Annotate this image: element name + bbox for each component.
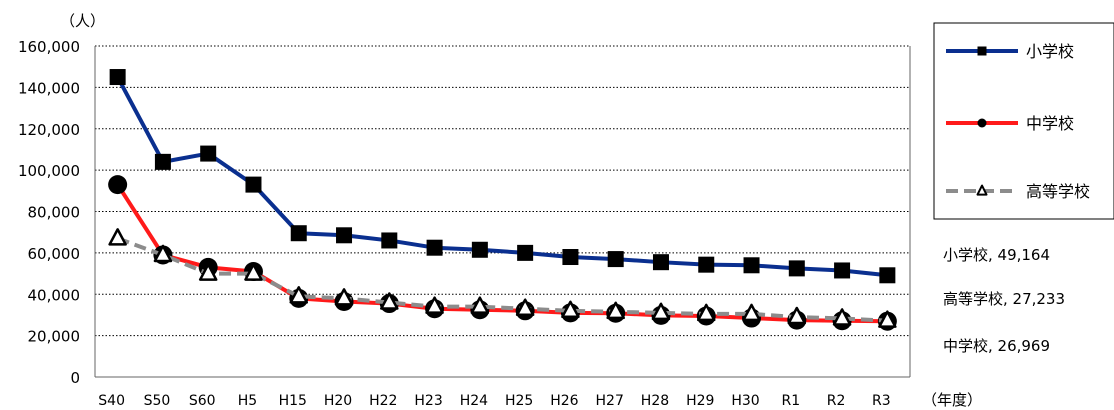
data-point (788, 260, 805, 277)
x-tick-label: S60 (189, 393, 216, 409)
data-point (471, 241, 488, 258)
y-tick-label: 80,000 (28, 204, 81, 222)
data-point (977, 46, 987, 56)
data-point (562, 249, 579, 266)
data-point (426, 239, 443, 256)
data-point (652, 254, 669, 271)
end-value-labels: 小学校, 49,164 高等学校, 27,233 中学校, 26,969 (943, 246, 1065, 355)
data-point (607, 251, 624, 268)
data-point (976, 184, 988, 196)
x-tick-label: H30 (731, 393, 759, 409)
data-point (244, 263, 263, 281)
series-triangle (108, 228, 897, 328)
series-lines (108, 69, 897, 331)
y-tick-label: 160,000 (18, 38, 80, 56)
data-point (606, 301, 625, 320)
data-point (109, 69, 126, 86)
data-point (334, 288, 354, 306)
y-axis-ticks: 0 20,000 40,000 60,000 80,000 100,000 120,000 1… (18, 38, 80, 387)
data-point (380, 292, 399, 310)
series-line (116, 236, 888, 323)
data-point (697, 303, 716, 322)
data-point (561, 300, 580, 319)
plot-frame (94, 46, 911, 378)
data-point (108, 228, 127, 246)
data-point (289, 286, 308, 304)
x-tick-label: R3 (872, 393, 891, 409)
data-point (787, 306, 807, 325)
x-tick-label: H15 (279, 393, 307, 409)
data-point (834, 262, 851, 279)
data-point (290, 225, 307, 242)
x-tick-label: H26 (550, 393, 578, 409)
data-point (108, 175, 128, 195)
y-tick-label: 20,000 (28, 328, 81, 346)
x-axis-unit-label: （年度） (922, 391, 982, 409)
data-point (517, 244, 534, 261)
y-tick-label: 140,000 (18, 79, 80, 97)
data-point (977, 118, 987, 128)
x-tick-label: S50 (144, 393, 171, 409)
y-tick-label: 0 (70, 369, 80, 387)
end-value-label: 高等学校, 27,233 (943, 290, 1065, 308)
x-tick-label: S40 (98, 393, 125, 409)
x-tick-label: H25 (505, 393, 533, 409)
y-axis-unit-label: （人） (60, 12, 105, 30)
x-tick-label: H24 (460, 393, 488, 409)
legend-label: 中学校 (1026, 114, 1074, 133)
x-tick-label: H5 (238, 393, 257, 409)
data-point (245, 176, 262, 193)
data-point (879, 267, 896, 284)
data-point (336, 227, 353, 244)
data-point (200, 145, 217, 162)
data-point (153, 244, 173, 263)
data-point (198, 263, 218, 281)
data-point (698, 256, 715, 273)
data-point (470, 296, 490, 314)
x-tick-label: R2 (827, 393, 846, 409)
legend-label: 高等学校 (1026, 182, 1090, 201)
x-tick-label: H29 (686, 393, 714, 409)
data-point (154, 153, 171, 170)
x-axis-ticks: S40 S50 S60 H5 H15 H20 H22 H23 H24 H25 H26 H27 H28 H2… (98, 393, 890, 409)
x-tick-label: H20 (324, 393, 352, 409)
y-tick-label: 120,000 (18, 121, 80, 139)
y-tick-label: 40,000 (28, 286, 81, 304)
legend-label: 小学校 (1026, 42, 1074, 61)
data-point (742, 303, 761, 322)
series-line (115, 76, 888, 278)
data-point (878, 310, 897, 328)
end-value-label: 小学校, 49,164 (943, 246, 1050, 264)
data-point (743, 257, 760, 274)
data-point (515, 298, 535, 316)
x-tick-label: H23 (414, 393, 442, 409)
data-point (381, 232, 398, 249)
x-tick-label: H22 (369, 393, 397, 409)
x-tick-label: H27 (596, 393, 624, 409)
grid-lines (95, 45, 910, 337)
data-point (832, 308, 852, 326)
data-point (425, 296, 444, 314)
y-tick-label: 60,000 (28, 245, 81, 263)
y-tick-label: 100,000 (18, 162, 80, 180)
x-tick-label: R1 (781, 393, 800, 409)
series-square (109, 69, 896, 284)
x-tick-label: H28 (641, 393, 669, 409)
end-value-label: 中学校, 26,969 (943, 337, 1050, 355)
data-point (651, 302, 671, 321)
